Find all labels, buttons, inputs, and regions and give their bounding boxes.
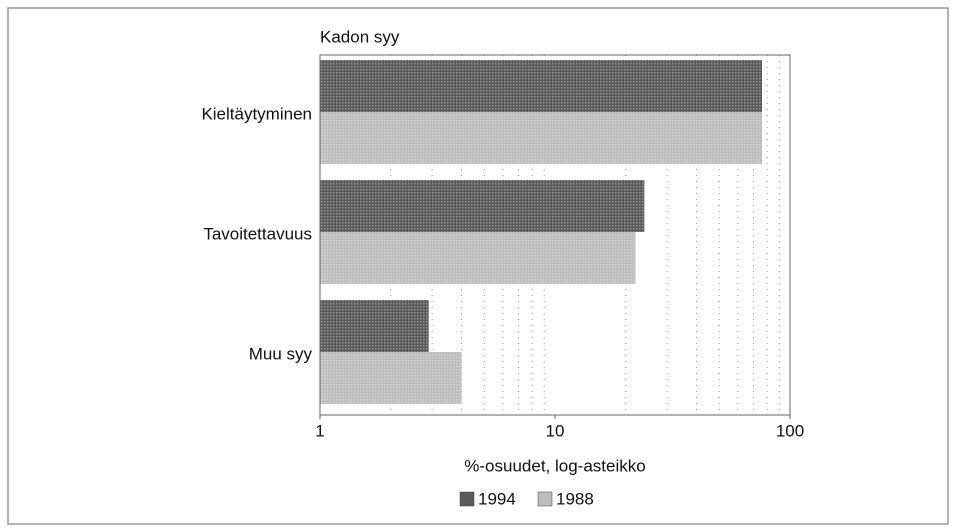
chart-title: Kadon syy: [320, 27, 400, 46]
x-tick-label: 1: [315, 421, 324, 440]
legend-label: 1988: [556, 489, 594, 508]
bar-texture: [320, 232, 636, 284]
frame: [7, 7, 949, 525]
y-tick-label: Kieltäytyminen: [201, 104, 312, 123]
x-axis-label: %-osuudet, log-asteikko: [464, 456, 645, 475]
x-tick-label: 10: [546, 421, 565, 440]
bar-texture: [320, 60, 762, 112]
bar-texture: [320, 352, 462, 404]
bar-texture: [320, 180, 645, 232]
x-tick-label: 100: [776, 421, 804, 440]
legend-label: 1994: [478, 489, 516, 508]
legend-swatch: [459, 491, 475, 507]
y-tick-label: Muu syy: [249, 344, 313, 363]
y-tick-label: Tavoitettavuus: [203, 224, 312, 243]
bar-texture: [320, 112, 762, 164]
bar-texture: [320, 300, 429, 352]
plot-border: [319, 54, 791, 416]
legend-swatch: [537, 491, 553, 507]
